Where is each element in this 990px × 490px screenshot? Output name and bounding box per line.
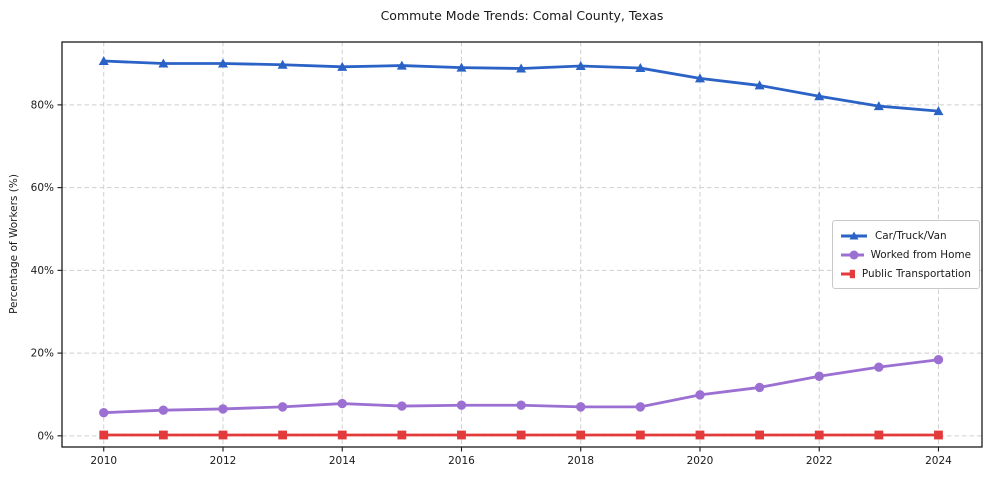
plot-border <box>61 41 983 448</box>
legend-triangle-marker-icon <box>841 231 867 239</box>
chart-title: Commute Mode Trends: Comal County, Texas <box>380 8 664 23</box>
x-tick-labels: 2010 2012 2014 2016 2018 2020 2022 2024 <box>90 455 952 467</box>
legend-item-public-transportation: Public Transportation <box>840 264 971 283</box>
legend-item-worked-from-home: Worked from Home <box>840 245 971 264</box>
legend-label: Public Transportation <box>861 267 971 280</box>
legend-label: Worked from Home <box>870 248 971 261</box>
series-worked-from-home <box>99 355 944 418</box>
svg-text:2020: 2020 <box>687 455 714 467</box>
legend-item-car-truck-van: Car/Truck/Van <box>840 226 971 245</box>
svg-text:80%: 80% <box>31 99 54 111</box>
legend-label: Car/Truck/Van <box>875 229 947 242</box>
svg-text:0%: 0% <box>37 430 54 442</box>
legend-square-marker-icon <box>841 269 855 278</box>
svg-text:2012: 2012 <box>210 455 237 467</box>
tick-marks <box>57 104 940 452</box>
svg-text:2016: 2016 <box>448 455 475 467</box>
svg-text:20%: 20% <box>31 348 54 360</box>
series-public-transportation <box>99 430 943 440</box>
svg-text:2010: 2010 <box>90 455 117 467</box>
svg-text:40%: 40% <box>31 265 54 277</box>
svg-text:2024: 2024 <box>925 455 952 467</box>
svg-text:60%: 60% <box>31 182 54 194</box>
series-car-truck-van <box>98 56 944 116</box>
svg-text:2018: 2018 <box>567 455 594 467</box>
svg-text:2014: 2014 <box>329 455 356 467</box>
legend-circle-marker-icon <box>841 250 864 259</box>
svg-text:2022: 2022 <box>806 455 833 467</box>
legend: Car/Truck/Van Worked from Home Public Tran… <box>832 220 980 289</box>
y-tick-labels: 0% 20% 40% 60% 80% <box>31 99 54 442</box>
